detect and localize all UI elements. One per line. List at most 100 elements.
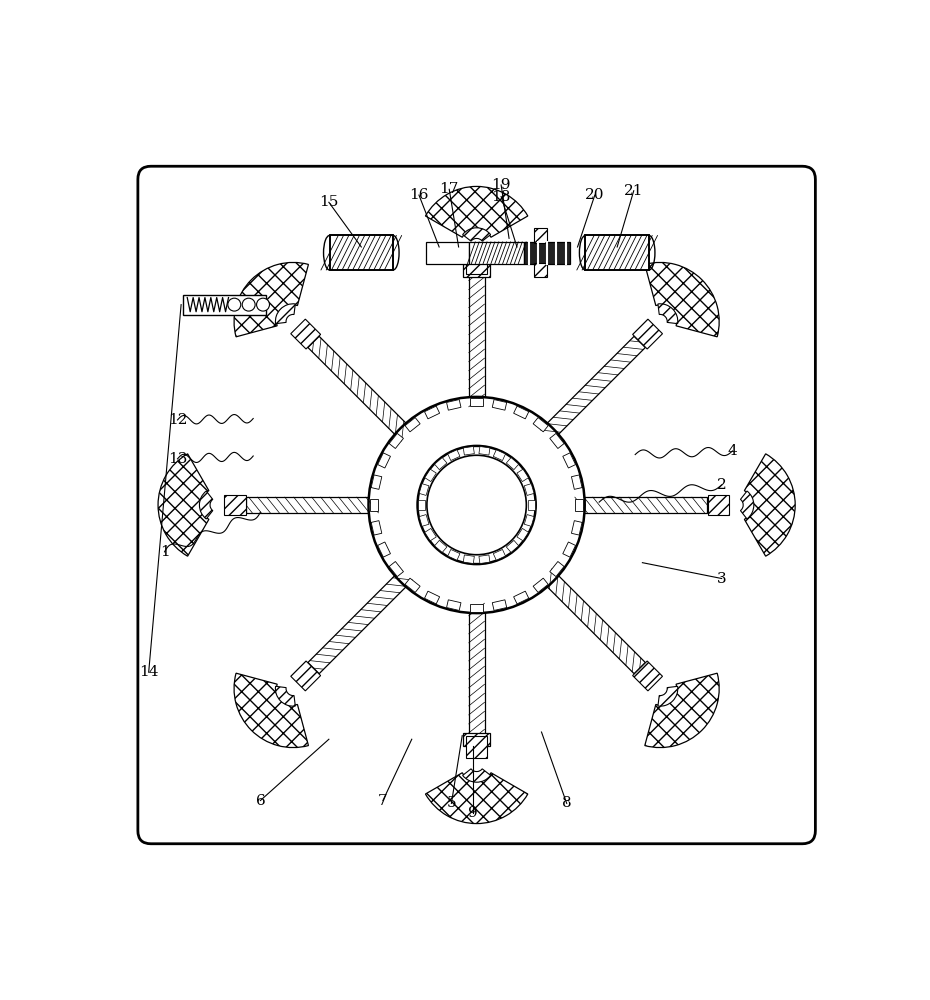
Polygon shape: [446, 600, 461, 610]
Polygon shape: [463, 733, 490, 746]
Polygon shape: [463, 446, 474, 455]
Polygon shape: [425, 469, 436, 482]
Polygon shape: [506, 540, 519, 552]
Wedge shape: [462, 228, 491, 241]
Polygon shape: [466, 736, 487, 758]
Polygon shape: [563, 542, 576, 557]
Polygon shape: [545, 573, 645, 674]
Polygon shape: [479, 446, 490, 455]
Polygon shape: [576, 499, 583, 511]
Wedge shape: [234, 673, 309, 748]
Text: 1: 1: [160, 545, 169, 559]
Polygon shape: [405, 418, 420, 432]
Circle shape: [228, 298, 241, 311]
Text: 9: 9: [468, 806, 478, 820]
Polygon shape: [492, 400, 507, 410]
Text: 3: 3: [717, 572, 726, 586]
Polygon shape: [378, 542, 391, 557]
Wedge shape: [744, 454, 795, 556]
Polygon shape: [493, 450, 506, 461]
Polygon shape: [517, 528, 528, 541]
Text: 6: 6: [256, 794, 265, 808]
Wedge shape: [199, 491, 213, 519]
Polygon shape: [550, 433, 565, 449]
Circle shape: [242, 298, 255, 311]
Wedge shape: [275, 304, 296, 324]
Polygon shape: [632, 661, 662, 691]
Polygon shape: [479, 555, 490, 564]
Polygon shape: [471, 398, 483, 406]
Polygon shape: [525, 484, 534, 495]
Polygon shape: [434, 540, 447, 552]
Bar: [183, 295, 266, 315]
Polygon shape: [550, 561, 565, 577]
Polygon shape: [513, 406, 529, 419]
Polygon shape: [378, 453, 391, 468]
Polygon shape: [632, 319, 662, 349]
Text: 4: 4: [727, 444, 737, 458]
Polygon shape: [533, 578, 548, 592]
Polygon shape: [424, 406, 440, 419]
Text: 5: 5: [446, 796, 457, 810]
Text: 2: 2: [717, 478, 726, 492]
FancyBboxPatch shape: [138, 166, 816, 844]
Text: 14: 14: [139, 665, 158, 679]
Polygon shape: [370, 499, 378, 511]
Polygon shape: [419, 484, 429, 495]
Wedge shape: [158, 454, 209, 556]
Polygon shape: [308, 573, 408, 674]
Bar: [586, 235, 649, 270]
Wedge shape: [234, 262, 309, 337]
Wedge shape: [658, 304, 678, 324]
Polygon shape: [434, 458, 447, 470]
Wedge shape: [644, 673, 719, 748]
Wedge shape: [644, 262, 719, 337]
Polygon shape: [389, 561, 404, 577]
Polygon shape: [528, 500, 535, 510]
Polygon shape: [466, 252, 487, 274]
Bar: [329, 235, 393, 270]
Bar: [586, 235, 649, 270]
Text: 16: 16: [409, 188, 429, 202]
Polygon shape: [425, 528, 436, 541]
Polygon shape: [389, 433, 404, 449]
Text: 18: 18: [491, 190, 511, 204]
Text: 21: 21: [624, 184, 644, 198]
Circle shape: [427, 455, 526, 555]
Polygon shape: [581, 497, 707, 513]
Bar: [534, 228, 547, 243]
Polygon shape: [224, 495, 246, 515]
Polygon shape: [471, 604, 483, 612]
Polygon shape: [419, 515, 429, 526]
Circle shape: [418, 446, 536, 564]
Polygon shape: [291, 319, 321, 349]
Polygon shape: [447, 450, 460, 461]
Polygon shape: [463, 555, 474, 564]
Bar: [426, 242, 470, 264]
Circle shape: [368, 397, 585, 613]
Bar: [470, 242, 525, 264]
Bar: [525, 242, 570, 264]
Circle shape: [423, 452, 530, 558]
Polygon shape: [371, 475, 382, 489]
Wedge shape: [275, 686, 296, 706]
Bar: [534, 263, 547, 277]
Polygon shape: [447, 549, 460, 560]
Text: 20: 20: [585, 188, 604, 202]
Wedge shape: [658, 686, 678, 706]
Text: 8: 8: [562, 796, 572, 810]
Polygon shape: [517, 469, 528, 482]
Text: 12: 12: [167, 413, 187, 427]
Polygon shape: [525, 515, 534, 526]
Polygon shape: [469, 610, 485, 736]
Polygon shape: [571, 521, 582, 535]
Wedge shape: [425, 773, 528, 824]
Wedge shape: [462, 769, 491, 782]
Polygon shape: [492, 600, 507, 610]
Polygon shape: [405, 578, 420, 592]
Polygon shape: [308, 336, 408, 437]
Polygon shape: [513, 591, 529, 604]
Polygon shape: [563, 453, 576, 468]
Circle shape: [257, 298, 270, 311]
Polygon shape: [708, 495, 729, 515]
